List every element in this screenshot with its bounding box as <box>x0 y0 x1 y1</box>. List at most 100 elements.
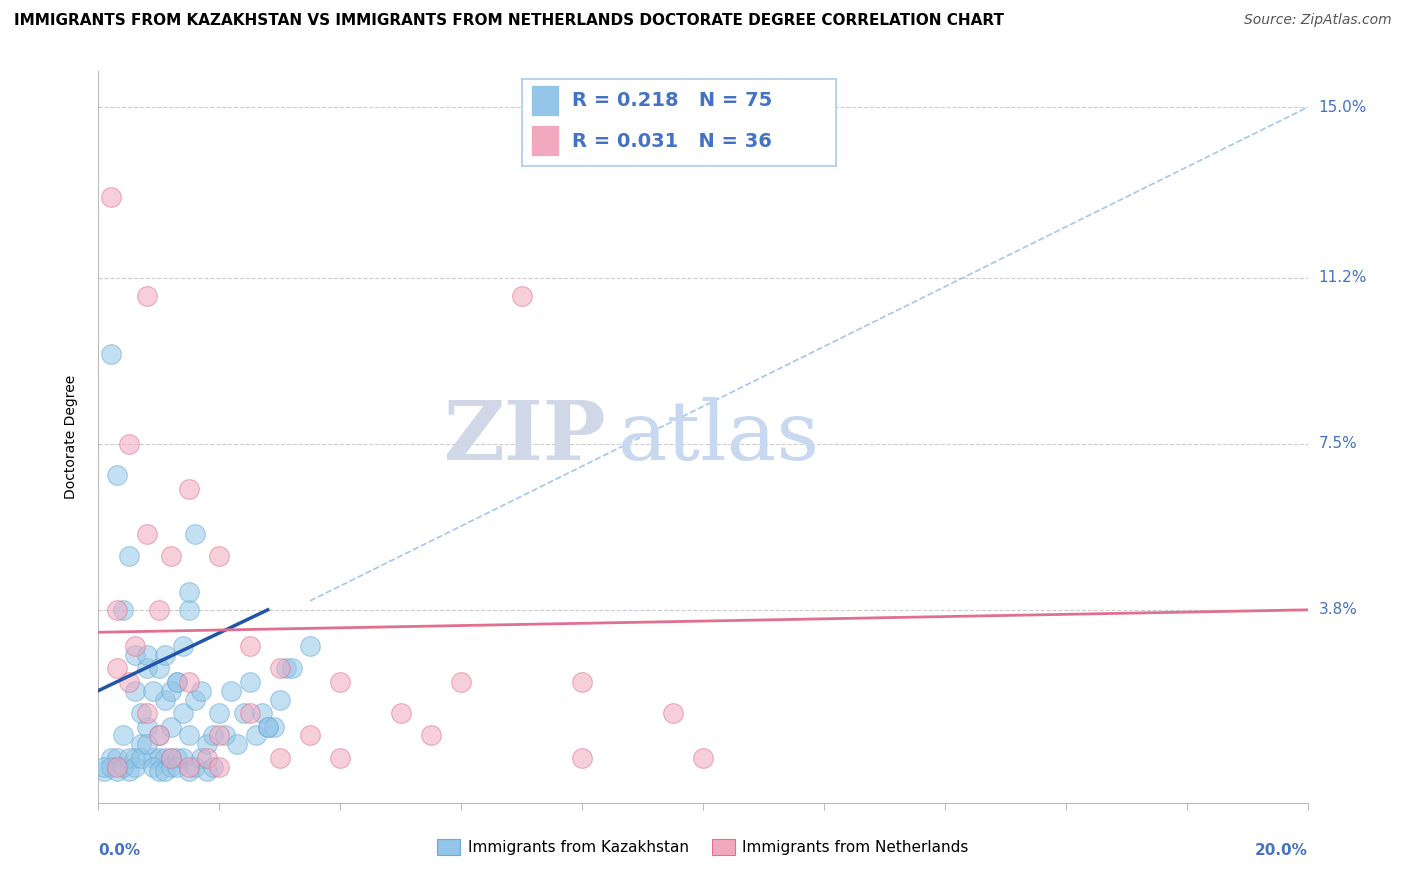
Point <box>129 751 152 765</box>
Point <box>124 648 146 662</box>
Point <box>256 719 278 733</box>
Point <box>148 729 170 743</box>
Point <box>214 729 236 743</box>
Point <box>179 760 201 774</box>
Point <box>148 603 170 617</box>
Point <box>166 760 188 774</box>
Point <box>142 683 165 698</box>
Point <box>160 683 183 698</box>
Point <box>208 760 231 774</box>
Point <box>105 760 128 774</box>
Text: 20.0%: 20.0% <box>1254 843 1308 858</box>
Point <box>135 526 157 541</box>
Point <box>661 706 683 720</box>
Point <box>195 751 218 765</box>
Point <box>172 639 194 653</box>
Point <box>202 760 225 774</box>
Point <box>195 738 218 752</box>
Point <box>142 760 165 774</box>
Point <box>135 289 157 303</box>
Point <box>571 751 593 765</box>
Point <box>118 674 141 689</box>
Point <box>179 729 201 743</box>
Point <box>299 639 322 653</box>
Point <box>111 760 134 774</box>
Point <box>172 706 194 720</box>
Point <box>160 549 183 563</box>
Point <box>153 764 176 779</box>
Point <box>250 706 273 720</box>
Point <box>420 729 443 743</box>
Point <box>100 751 122 765</box>
Point <box>93 760 115 774</box>
Point <box>226 738 249 752</box>
Point <box>124 683 146 698</box>
Point <box>263 719 285 733</box>
Point <box>571 674 593 689</box>
Point <box>105 764 128 779</box>
Point <box>179 482 201 496</box>
Point <box>105 603 128 617</box>
Text: Source: ZipAtlas.com: Source: ZipAtlas.com <box>1244 13 1392 28</box>
Point <box>148 729 170 743</box>
Text: 15.0%: 15.0% <box>1319 100 1367 115</box>
Point <box>245 729 267 743</box>
Point <box>124 751 146 765</box>
Point <box>256 719 278 733</box>
Legend: Immigrants from Kazakhstan, Immigrants from Netherlands: Immigrants from Kazakhstan, Immigrants f… <box>432 833 974 861</box>
Point <box>105 468 128 483</box>
Point <box>232 706 254 720</box>
Point <box>135 738 157 752</box>
Point <box>100 347 122 361</box>
Point <box>135 706 157 720</box>
Point <box>135 648 157 662</box>
Point <box>269 751 291 765</box>
Point <box>239 706 262 720</box>
Point <box>269 661 291 675</box>
Point <box>195 764 218 779</box>
Point <box>153 692 176 706</box>
Point <box>269 692 291 706</box>
Text: ZIP: ZIP <box>444 397 606 477</box>
Point <box>129 706 152 720</box>
Point <box>202 729 225 743</box>
Point <box>166 674 188 689</box>
Point <box>221 683 243 698</box>
Point <box>190 751 212 765</box>
Point <box>389 706 412 720</box>
Point <box>135 719 157 733</box>
Point <box>179 603 201 617</box>
Text: atlas: atlas <box>619 397 821 477</box>
Text: IMMIGRANTS FROM KAZAKHSTAN VS IMMIGRANTS FROM NETHERLANDS DOCTORATE DEGREE CORRE: IMMIGRANTS FROM KAZAKHSTAN VS IMMIGRANTS… <box>14 13 1004 29</box>
Point <box>118 437 141 451</box>
Point <box>111 729 134 743</box>
Point <box>166 674 188 689</box>
Point <box>148 661 170 675</box>
Point <box>124 639 146 653</box>
Point <box>160 751 183 765</box>
Point <box>105 751 128 765</box>
Text: 0.0%: 0.0% <box>98 843 141 858</box>
Point <box>135 661 157 675</box>
Point <box>105 661 128 675</box>
Point <box>160 751 183 765</box>
Point <box>329 674 352 689</box>
Point <box>299 729 322 743</box>
Point <box>184 526 207 541</box>
Point <box>118 764 141 779</box>
Point <box>239 639 262 653</box>
Point <box>129 738 152 752</box>
Text: 7.5%: 7.5% <box>1319 436 1357 451</box>
Point <box>184 760 207 774</box>
Point <box>142 751 165 765</box>
Point <box>239 674 262 689</box>
Point <box>93 764 115 779</box>
Point <box>172 751 194 765</box>
Point <box>329 751 352 765</box>
Point <box>160 760 183 774</box>
Point <box>692 751 714 765</box>
Text: 11.2%: 11.2% <box>1319 270 1367 285</box>
Point <box>208 729 231 743</box>
Point <box>450 674 472 689</box>
Point <box>153 751 176 765</box>
